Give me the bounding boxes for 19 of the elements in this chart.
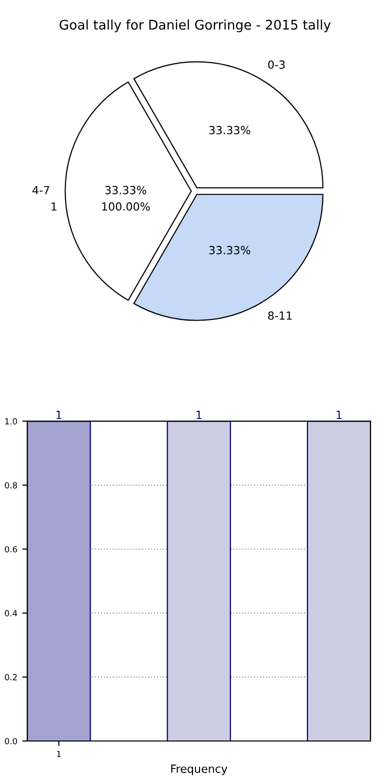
slice-label: 8-11 <box>268 311 292 320</box>
text: 1 <box>52 202 56 211</box>
data-label: 1 <box>196 410 202 419</box>
y-tick-label: 0.4 <box>4 610 18 616</box>
y-tick-label: 0.2 <box>4 674 17 680</box>
data-label: 33.33% <box>209 126 250 134</box>
slice-label: 0-3 <box>268 60 285 69</box>
data-label: 1 <box>336 410 342 419</box>
y-tick-label: 0.0 <box>4 738 18 744</box>
data-label: 33.33% <box>105 186 146 194</box>
y-tick-label: 0.6 <box>4 546 18 552</box>
y-tick-label: 1.0 <box>5 418 18 424</box>
chart-title: Goal tally for Daniel Gorringe - 2015 tally <box>60 20 331 32</box>
slice-label: 4-7 <box>32 186 50 194</box>
x-axis-title: Frequency <box>171 764 228 776</box>
text: 100.00% <box>102 202 150 211</box>
data-label: 33.33% <box>209 246 250 254</box>
data-label: 1 <box>56 410 62 419</box>
y-tick-label: 0.8 <box>4 482 18 488</box>
